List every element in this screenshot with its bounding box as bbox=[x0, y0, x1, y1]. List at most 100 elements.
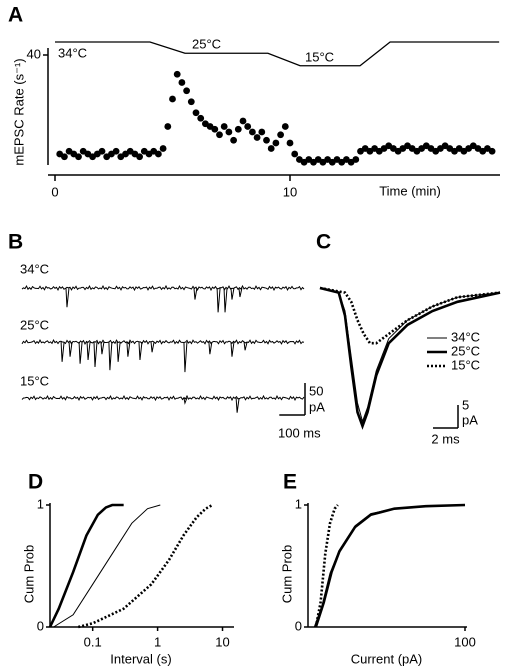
trace-baseline bbox=[21, 339, 305, 345]
data-point bbox=[136, 153, 144, 161]
y-axis-label: Cum Prob bbox=[279, 545, 294, 604]
event bbox=[108, 341, 113, 371]
panel-label: C bbox=[316, 231, 331, 254]
trace-label: 34°C bbox=[20, 261, 49, 276]
trace-label: 25°C bbox=[20, 317, 49, 332]
y-tick-label: 1 bbox=[295, 496, 302, 511]
temperature-trace bbox=[55, 41, 500, 67]
data-point bbox=[230, 136, 238, 144]
data-point bbox=[220, 123, 228, 130]
data-point bbox=[173, 70, 181, 78]
event bbox=[65, 287, 70, 308]
y-tick-label: 1 bbox=[37, 496, 44, 511]
data-point bbox=[183, 87, 191, 95]
x-tick-label: 1 bbox=[154, 634, 161, 649]
scale-label: 100 ms bbox=[278, 425, 321, 440]
event bbox=[223, 287, 228, 313]
data-point bbox=[272, 139, 280, 147]
y-tick-label: 40 bbox=[27, 46, 41, 61]
trace-label: 15°C bbox=[20, 373, 49, 388]
x-axis-label: Interval (s) bbox=[110, 651, 171, 666]
data-point bbox=[277, 131, 284, 139]
panel-label: D bbox=[28, 471, 43, 494]
event bbox=[183, 341, 188, 373]
legend-label: 34°C bbox=[451, 329, 480, 344]
data-point bbox=[178, 79, 186, 86]
panel-label: A bbox=[8, 4, 23, 27]
temperature-label: 34°C bbox=[58, 45, 87, 60]
data-point bbox=[234, 125, 242, 133]
scale-label: 2 ms bbox=[431, 431, 460, 446]
event bbox=[68, 341, 73, 357]
data-point bbox=[192, 109, 200, 117]
x-axis-label: Current (pA) bbox=[351, 651, 423, 666]
data-point bbox=[216, 131, 223, 139]
data-point bbox=[244, 123, 252, 130]
event bbox=[126, 341, 131, 357]
legend-label: 25°C bbox=[451, 343, 480, 358]
panel-label: E bbox=[283, 471, 297, 494]
trace-baseline bbox=[21, 284, 305, 292]
event bbox=[238, 287, 243, 298]
scale-label: 5 bbox=[462, 397, 469, 412]
event bbox=[243, 341, 248, 351]
cdf-curve bbox=[53, 504, 161, 628]
y-tick-label: 0 bbox=[37, 618, 44, 633]
data-point bbox=[253, 134, 261, 141]
cdf-curve bbox=[314, 503, 466, 628]
data-point bbox=[352, 156, 360, 163]
event bbox=[93, 341, 98, 367]
event bbox=[100, 341, 105, 355]
x-tick-label: 10 bbox=[215, 634, 229, 649]
data-point bbox=[291, 150, 299, 158]
event bbox=[230, 341, 235, 357]
scale-unit: pA bbox=[309, 399, 325, 414]
mean-trace bbox=[319, 286, 501, 345]
x-tick-label: 0.1 bbox=[84, 634, 102, 649]
data-point bbox=[112, 147, 120, 155]
x-tick-label: 0 bbox=[51, 184, 58, 199]
scale-label: 50 bbox=[309, 383, 323, 398]
data-point bbox=[286, 139, 294, 147]
cdf-curve bbox=[77, 503, 214, 629]
panel-label: B bbox=[8, 231, 23, 254]
y-axis-label: mEPSC Rate (s⁻¹) bbox=[11, 58, 26, 165]
event bbox=[60, 341, 65, 362]
data-point bbox=[239, 117, 247, 125]
data-point bbox=[249, 128, 256, 136]
data-point bbox=[488, 147, 496, 155]
event bbox=[216, 287, 221, 313]
event bbox=[208, 341, 213, 355]
event bbox=[150, 341, 155, 353]
y-tick-label: 0 bbox=[295, 618, 302, 633]
legend-label: 15°C bbox=[451, 357, 480, 372]
temperature-label: 15°C bbox=[305, 49, 334, 64]
y-axis-label: Cum Prob bbox=[21, 545, 36, 604]
data-point bbox=[197, 114, 205, 122]
data-point bbox=[187, 98, 195, 106]
data-point bbox=[263, 136, 270, 144]
data-point bbox=[225, 128, 233, 136]
cdf-curve bbox=[314, 504, 339, 628]
event bbox=[116, 341, 121, 362]
data-point bbox=[211, 125, 219, 133]
x-tick-label: 10 bbox=[283, 184, 297, 199]
data-point bbox=[281, 123, 289, 130]
temperature-label: 25°C bbox=[192, 36, 221, 51]
data-point bbox=[164, 123, 172, 130]
data-point bbox=[159, 145, 167, 152]
data-point bbox=[75, 153, 82, 161]
event bbox=[86, 341, 91, 360]
cdf-curve bbox=[48, 503, 124, 628]
event bbox=[138, 341, 143, 360]
scale-unit: pA bbox=[462, 412, 478, 427]
event bbox=[193, 287, 198, 300]
event bbox=[230, 287, 235, 300]
data-point bbox=[258, 128, 266, 136]
event bbox=[78, 341, 83, 364]
data-point bbox=[98, 147, 106, 155]
data-point bbox=[155, 150, 162, 158]
event bbox=[183, 397, 188, 405]
data-point bbox=[267, 145, 275, 152]
